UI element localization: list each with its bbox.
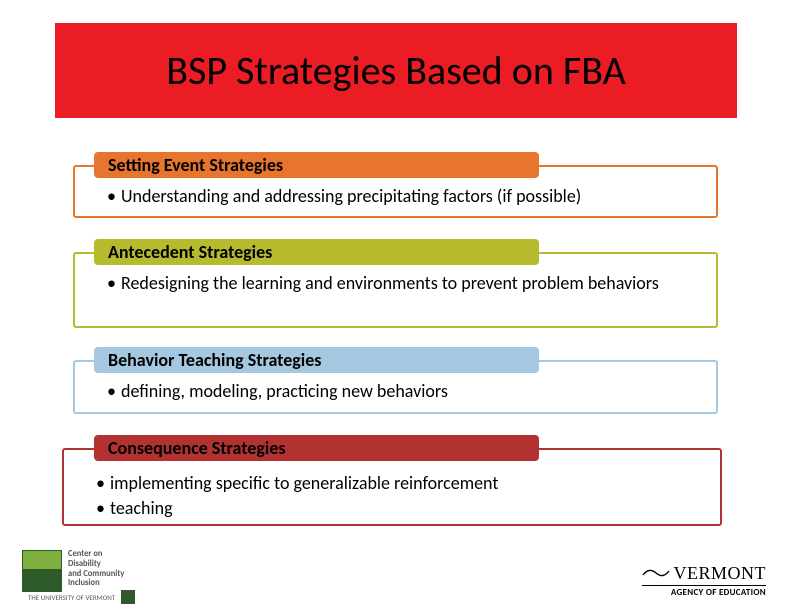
uvm-label: THE UNIVERSITY OF VERMONT — [28, 593, 115, 602]
uvm-row: THE UNIVERSITY OF VERMONT — [28, 590, 135, 604]
bullet-list: Understanding and addressing precipitati… — [93, 185, 698, 208]
title-bar: BSP Strategies Based on FBA — [55, 23, 737, 118]
cdci-logo-icon — [22, 550, 62, 592]
bullet-item: Understanding and addressing precipitati… — [107, 185, 698, 208]
vermont-text: VERMONT — [674, 563, 767, 584]
bullet-list: implementing specific to generalizable r… — [82, 472, 702, 519]
section-antecedent: Antecedent Strategies Redesigning the le… — [73, 252, 718, 328]
cdci-text: Center on Disability and Community Inclu… — [68, 550, 158, 589]
bullet-list: defining, modeling, practicing new behav… — [93, 380, 698, 403]
vermont-logo: VERMONT — [642, 563, 767, 584]
vermont-wave-icon — [642, 565, 670, 579]
section-heading: Consequence Strategies — [94, 435, 539, 461]
bullet-list: Redesigning the learning and environment… — [93, 272, 698, 295]
slide-title: BSP Strategies Based on FBA — [166, 46, 626, 95]
section-consequence: Consequence Strategies implementing spec… — [62, 448, 722, 526]
bullet-item: defining, modeling, practicing new behav… — [107, 380, 698, 403]
bullet-item: teaching — [96, 497, 702, 520]
section-heading: Setting Event Strategies — [94, 152, 539, 178]
cdci-line: Inclusion — [68, 579, 158, 589]
section-behavior-teaching: Behavior Teaching Strategies defining, m… — [73, 360, 718, 414]
footer-right-logo: VERMONT AGENCY OF EDUCATION — [642, 563, 767, 598]
section-heading: Behavior Teaching Strategies — [94, 347, 539, 373]
footer-left-logo: Center on Disability and Community Inclu… — [22, 550, 158, 592]
section-setting-event: Setting Event Strategies Understanding a… — [73, 165, 718, 218]
bullet-item: Redesigning the learning and environment… — [107, 272, 698, 295]
uvm-block-icon — [121, 590, 135, 604]
agency-text: AGENCY OF EDUCATION — [642, 585, 767, 598]
bullet-item: implementing specific to generalizable r… — [96, 472, 702, 495]
section-heading: Antecedent Strategies — [94, 239, 539, 265]
